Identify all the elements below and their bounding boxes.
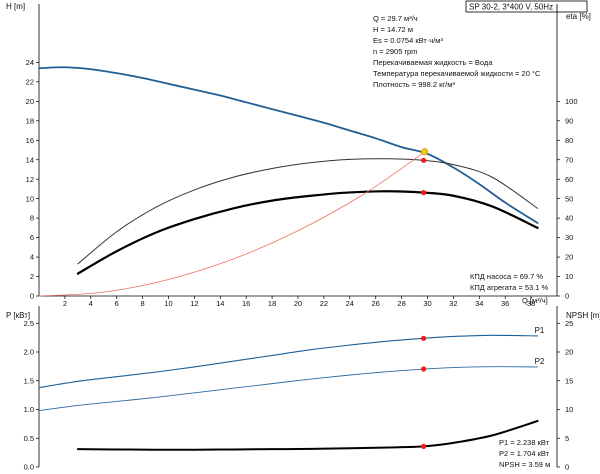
npsh-tick-label: 0: [565, 463, 569, 472]
x-tick-label: 20: [294, 299, 302, 308]
y2-tick-label: 10: [565, 272, 573, 281]
npsh-tick-label: 5: [565, 434, 569, 443]
y2-tick-label: 50: [565, 194, 573, 203]
y2-tick-label: 0: [565, 292, 569, 301]
info-line: Q = 29.7 м³/ч: [373, 14, 418, 23]
x-tick-label: 28: [397, 299, 405, 308]
npsh-value-text: NPSH = 3.59 м: [499, 460, 550, 469]
info-line: Плотность = 998.2 кг/м³: [373, 80, 455, 89]
y-tick-label: 18: [26, 116, 34, 125]
page-title: SP 30-2, 3*400 V, 50Hz: [469, 3, 553, 12]
x-tick-label: 6: [115, 299, 119, 308]
unit-efficiency-text: КПД агрегата = 53.1 %: [470, 283, 548, 292]
x-tick-label: 18: [268, 299, 276, 308]
operating-point-marker: [421, 157, 427, 163]
x-tick-label: 8: [141, 299, 145, 308]
operating-point-marker: [421, 443, 427, 449]
info-line: Es = 0.0754 кВт·ч/м³: [373, 36, 443, 45]
p-tick-label: 0.0: [24, 463, 34, 472]
y-tick-label: 8: [30, 214, 34, 223]
y-tick-label: 0: [30, 292, 34, 301]
p2-value-text: P2 = 1.704 кВт: [499, 449, 550, 458]
p2-curve: [38, 366, 539, 412]
x-tick-label: 38: [527, 299, 535, 308]
head-curve: [38, 66, 539, 224]
x-tick-label: 24: [346, 299, 354, 308]
info-line: H = 14.72 м: [373, 25, 413, 34]
npsh-tick-label: 20: [565, 348, 573, 357]
y-tick-label: 6: [30, 233, 34, 242]
y2-tick-label: 80: [565, 136, 573, 145]
info-line: Перекачиваемая жидкость = Вода: [373, 58, 493, 67]
head-axis-label: H [m]: [6, 2, 25, 11]
y-tick-label: 4: [30, 253, 34, 262]
x-tick-label: 36: [501, 299, 509, 308]
y-tick-label: 10: [26, 194, 34, 203]
info-line: n = 2905 rpm: [373, 47, 417, 56]
p-tick-label: 2.5: [24, 319, 34, 328]
x-tick-label: 14: [216, 299, 224, 308]
y-tick-label: 20: [26, 97, 34, 106]
info-line: Температура перекачиваемой жидкости = 20…: [373, 69, 541, 78]
operating-point-marker: [421, 190, 427, 196]
efficiency-info: КПД насоса = 69.7 % КПД агрегата = 53.1 …: [470, 272, 548, 292]
y2-tick-label: 100: [565, 97, 578, 106]
plot-layer: 0246810121416182022240102030405060708090…: [24, 4, 578, 472]
flow-axis-label: Q [м³/ч]: [522, 296, 548, 305]
eta-unit-curve: [76, 190, 539, 275]
operating-point-marker: [421, 366, 427, 372]
x-tick-label: 12: [190, 299, 198, 308]
x-tick-label: 2: [63, 299, 67, 308]
duty-info: Q = 29.7 м³/ч H = 14.72 м Es = 0.0754 кВ…: [373, 14, 541, 89]
y2-tick-label: 20: [565, 253, 573, 262]
x-tick-label: 4: [89, 299, 93, 308]
y-tick-label: 24: [26, 58, 34, 67]
x-tick-label: 26: [372, 299, 380, 308]
pump-efficiency-text: КПД насоса = 69.7 %: [470, 272, 543, 281]
p1-curve-label: P1: [535, 326, 545, 335]
npsh-axis-label: NPSH [m]: [566, 311, 600, 320]
y-tick-label: 14: [26, 155, 34, 164]
x-tick-label: 30: [423, 299, 431, 308]
x-tick-label: 32: [449, 299, 457, 308]
x-tick-label: 34: [475, 299, 483, 308]
system-curve: [38, 152, 425, 297]
y-tick-label: 2: [30, 272, 34, 281]
y-tick-label: 16: [26, 136, 34, 145]
title-box: [465, 0, 588, 13]
power-axis-label: P [кВт]: [6, 311, 30, 320]
eta-axis-label: eta [%]: [566, 12, 591, 21]
eta-pump-curve: [77, 158, 539, 265]
y2-tick-label: 40: [565, 214, 573, 223]
operating-point-marker: [421, 335, 427, 341]
npsh-tick-label: 25: [565, 319, 573, 328]
p1-value-text: P1 = 2.238 кВт: [499, 438, 550, 447]
p2-curve-label: P2: [535, 357, 545, 366]
p-tick-label: 1.5: [24, 376, 34, 385]
p1-curve: [38, 334, 539, 389]
duty-point-marker: [421, 148, 429, 156]
y2-tick-label: 30: [565, 233, 573, 242]
npsh-tick-label: 10: [565, 405, 573, 414]
x-tick-label: 10: [164, 299, 172, 308]
y-tick-label: 22: [26, 77, 34, 86]
y-tick-label: 12: [26, 175, 34, 184]
p-tick-label: 2.0: [24, 348, 34, 357]
p-tick-label: 1.0: [24, 405, 34, 414]
power-info: P1 = 2.238 кВт P2 = 1.704 кВт NPSH = 3.5…: [499, 438, 550, 469]
npsh-curve: [76, 420, 539, 451]
y2-tick-label: 60: [565, 175, 573, 184]
x-tick-label: 22: [320, 299, 328, 308]
npsh-tick-label: 15: [565, 376, 573, 385]
x-tick-label: 16: [242, 299, 250, 308]
p-tick-label: 0.5: [24, 434, 34, 443]
y2-tick-label: 90: [565, 116, 573, 125]
y2-tick-label: 70: [565, 155, 573, 164]
